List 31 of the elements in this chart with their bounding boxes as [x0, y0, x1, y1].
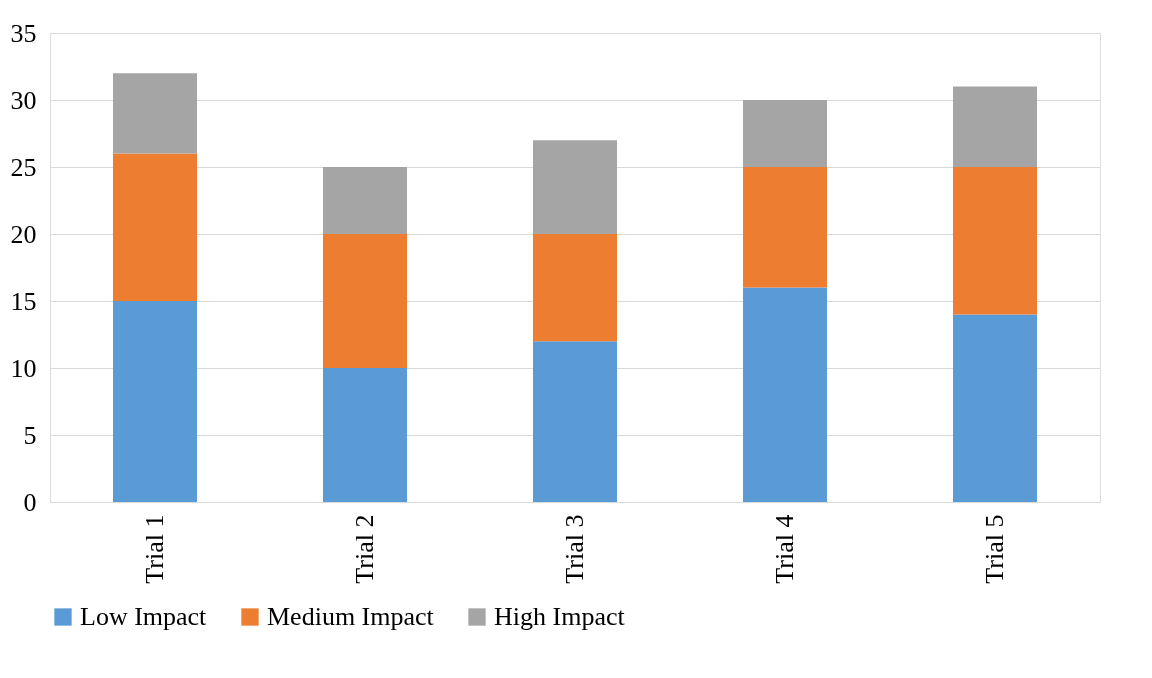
- bar: [323, 368, 407, 502]
- y-tick-label: 35: [10, 18, 37, 48]
- bar: [323, 234, 407, 368]
- x-tick-label: Trial 1: [140, 514, 169, 584]
- bar: [743, 167, 827, 288]
- y-tick-label: 25: [10, 152, 37, 182]
- bar: [533, 140, 617, 234]
- bar: [323, 167, 407, 234]
- x-tick-label: Trial 3: [560, 514, 589, 584]
- bar: [113, 153, 197, 301]
- bar: [533, 234, 617, 342]
- bar: [953, 167, 1037, 315]
- x-tick-label: Trial 2: [350, 514, 379, 584]
- bar: [113, 301, 197, 502]
- y-tick-label: 15: [10, 286, 37, 316]
- y-tick-label: 20: [10, 219, 37, 249]
- bar: [953, 314, 1037, 502]
- bar: [743, 100, 827, 167]
- bar: [533, 341, 617, 502]
- legend-label: High Impact: [494, 602, 626, 631]
- bar: [743, 287, 827, 502]
- x-tick-label: Trial 4: [770, 514, 799, 584]
- x-tick-label: Trial 5: [980, 514, 1009, 584]
- y-tick-label: 5: [23, 420, 37, 450]
- y-tick-label: 0: [23, 487, 37, 517]
- bar: [113, 73, 197, 154]
- y-tick-label: 30: [10, 85, 37, 115]
- bar: [953, 86, 1037, 167]
- y-tick-label: 10: [10, 353, 37, 383]
- legend-label: Low Impact: [80, 602, 208, 631]
- legend-label: Medium Impact: [267, 602, 435, 631]
